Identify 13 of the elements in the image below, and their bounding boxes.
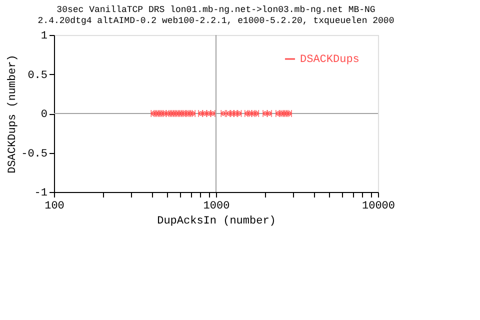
legend-label: DSACKDups [300, 54, 360, 66]
y-tick-label: -1 [34, 188, 48, 200]
x-axis-title: DupAcksIn (number) [157, 216, 276, 228]
x-tick-label: 100 [44, 200, 64, 212]
x-tick-label: 1000 [203, 200, 230, 212]
y-tick-label: -0.5 [21, 148, 48, 160]
x-tick-label: 10000 [362, 200, 396, 212]
y-tick-label: 0 [40, 109, 48, 121]
y-axis-title: DSACKDups (number) [7, 54, 20, 174]
y-tick-label: 1 [40, 30, 48, 42]
y-tick-label: 0.5 [28, 70, 48, 82]
text: 2.4.20dtg4 altAIMD-0.2 web100-2.2.1, e1000-5.2.20, txqueuelen 2000 [38, 16, 394, 26]
text: 30sec VanillaTCP DRS lon01.mb-ng.net->lon03.mb-ng.net MB-NG [56, 5, 376, 15]
